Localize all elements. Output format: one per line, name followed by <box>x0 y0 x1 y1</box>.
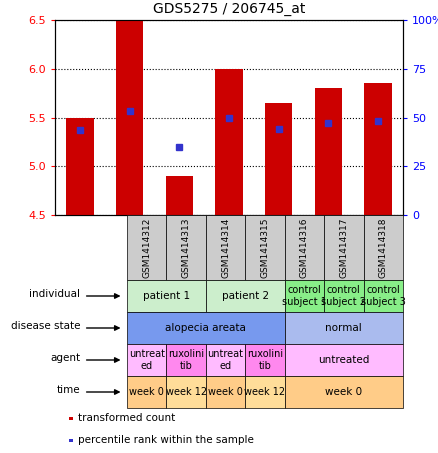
Text: ruxolini
tib: ruxolini tib <box>168 349 204 371</box>
Text: week 12: week 12 <box>166 387 207 397</box>
Text: GSM1414313: GSM1414313 <box>182 217 191 278</box>
Text: control
subject 3: control subject 3 <box>361 285 406 307</box>
Bar <box>265 103 293 215</box>
Text: GSM1414317: GSM1414317 <box>339 217 348 278</box>
Text: control
subject 2: control subject 2 <box>321 285 366 307</box>
Bar <box>215 69 243 215</box>
Bar <box>69 439 73 442</box>
Text: week 0: week 0 <box>325 387 362 397</box>
Bar <box>116 20 143 215</box>
Text: control
subject 1: control subject 1 <box>282 285 327 307</box>
Text: GSM1414312: GSM1414312 <box>142 217 151 278</box>
Text: normal: normal <box>325 323 362 333</box>
Bar <box>66 117 94 215</box>
Text: patient 1: patient 1 <box>143 291 190 301</box>
Bar <box>315 88 342 215</box>
Text: disease state: disease state <box>11 321 80 332</box>
Text: patient 2: patient 2 <box>222 291 269 301</box>
Text: time: time <box>57 386 80 395</box>
Text: week 0: week 0 <box>129 387 164 397</box>
Title: GDS5275 / 206745_at: GDS5275 / 206745_at <box>153 2 305 16</box>
Text: percentile rank within the sample: percentile rank within the sample <box>78 435 254 445</box>
Text: GSM1414318: GSM1414318 <box>379 217 388 278</box>
Text: untreat
ed: untreat ed <box>208 349 244 371</box>
Text: alopecia areata: alopecia areata <box>166 323 246 333</box>
Bar <box>69 417 73 419</box>
Text: agent: agent <box>50 353 80 363</box>
Text: week 12: week 12 <box>244 387 286 397</box>
Bar <box>166 176 193 215</box>
Text: transformed count: transformed count <box>78 414 175 424</box>
Text: GSM1414314: GSM1414314 <box>221 217 230 278</box>
Text: GSM1414315: GSM1414315 <box>261 217 269 278</box>
Text: week 0: week 0 <box>208 387 243 397</box>
Text: untreated: untreated <box>318 355 370 365</box>
Text: untreat
ed: untreat ed <box>129 349 165 371</box>
Text: GSM1414316: GSM1414316 <box>300 217 309 278</box>
Text: individual: individual <box>29 289 80 299</box>
Bar <box>364 83 392 215</box>
Text: ruxolini
tib: ruxolini tib <box>247 349 283 371</box>
